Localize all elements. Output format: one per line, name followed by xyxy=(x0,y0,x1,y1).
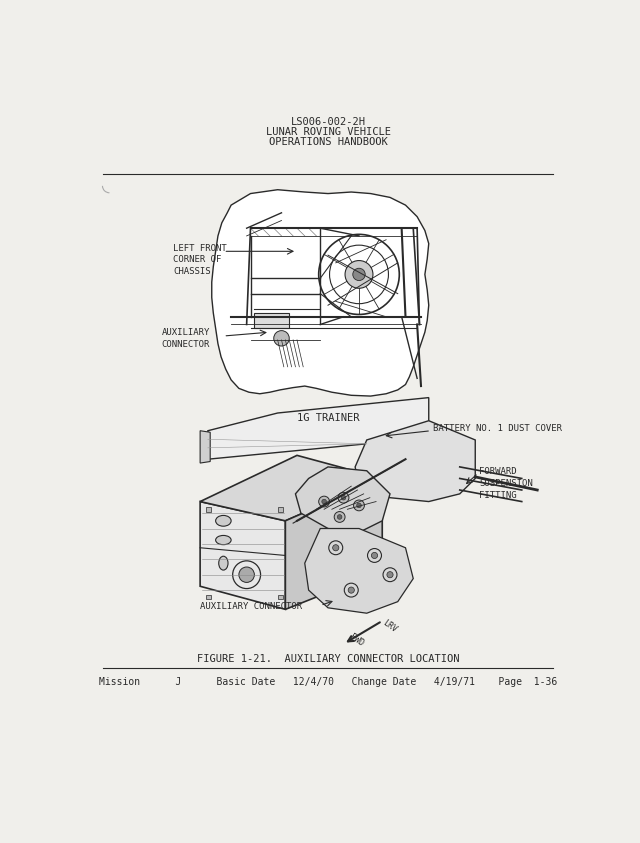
Text: LUNAR ROVING VEHICLE: LUNAR ROVING VEHICLE xyxy=(266,126,390,137)
Text: Mission      J      Basic Date   12/4/70   Change Date   4/19/71    Page  1-36: Mission J Basic Date 12/4/70 Change Date… xyxy=(99,677,557,687)
Text: LEFT FRONT
CORNER OF
CHASSIS: LEFT FRONT CORNER OF CHASSIS xyxy=(173,244,227,277)
Polygon shape xyxy=(208,398,429,459)
Ellipse shape xyxy=(219,556,228,570)
Polygon shape xyxy=(296,467,390,533)
Circle shape xyxy=(353,500,364,511)
Text: LS006-002-2H: LS006-002-2H xyxy=(291,116,365,126)
Polygon shape xyxy=(285,479,382,609)
Text: AUXILIARY
CONNECTOR: AUXILIARY CONNECTOR xyxy=(161,328,210,349)
Polygon shape xyxy=(200,455,382,521)
Circle shape xyxy=(333,545,339,550)
Text: OPERATIONS HANDBOOK: OPERATIONS HANDBOOK xyxy=(269,137,387,147)
Circle shape xyxy=(274,330,289,346)
Text: FWD: FWD xyxy=(348,632,365,648)
Circle shape xyxy=(337,514,342,519)
Circle shape xyxy=(348,587,355,593)
Circle shape xyxy=(322,499,326,504)
Text: LRV: LRV xyxy=(381,618,399,634)
Polygon shape xyxy=(355,421,476,502)
Bar xyxy=(205,594,211,599)
Circle shape xyxy=(371,552,378,559)
Ellipse shape xyxy=(216,515,231,526)
Circle shape xyxy=(338,492,349,503)
Circle shape xyxy=(341,496,346,500)
Circle shape xyxy=(319,497,330,507)
Text: FIGURE 1-21.  AUXILIARY CONNECTOR LOCATION: FIGURE 1-21. AUXILIARY CONNECTOR LOCATIO… xyxy=(196,654,460,664)
Bar xyxy=(254,313,289,328)
Bar xyxy=(278,507,283,512)
Polygon shape xyxy=(200,502,285,609)
Circle shape xyxy=(345,260,373,288)
Polygon shape xyxy=(212,190,429,396)
Ellipse shape xyxy=(216,535,231,545)
Circle shape xyxy=(353,268,365,281)
Circle shape xyxy=(387,572,393,577)
Bar xyxy=(205,507,211,512)
Circle shape xyxy=(356,503,362,507)
Bar xyxy=(278,594,283,599)
Polygon shape xyxy=(305,529,413,613)
Circle shape xyxy=(239,567,254,583)
Text: 1G TRAINER: 1G TRAINER xyxy=(297,413,359,423)
Text: AUXILIARY CONNECTOR: AUXILIARY CONNECTOR xyxy=(200,602,302,610)
Circle shape xyxy=(334,512,345,523)
Text: BATTERY NO. 1 DUST COVER: BATTERY NO. 1 DUST COVER xyxy=(433,424,562,433)
Text: FORWARD
SUSPENSION
FITTING: FORWARD SUSPENSION FITTING xyxy=(479,467,533,500)
Polygon shape xyxy=(200,431,210,463)
